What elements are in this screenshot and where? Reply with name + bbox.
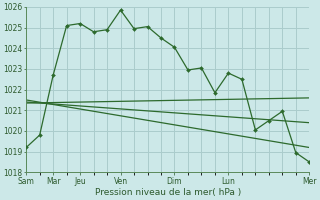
- X-axis label: Pression niveau de la mer( hPa ): Pression niveau de la mer( hPa ): [95, 188, 241, 197]
